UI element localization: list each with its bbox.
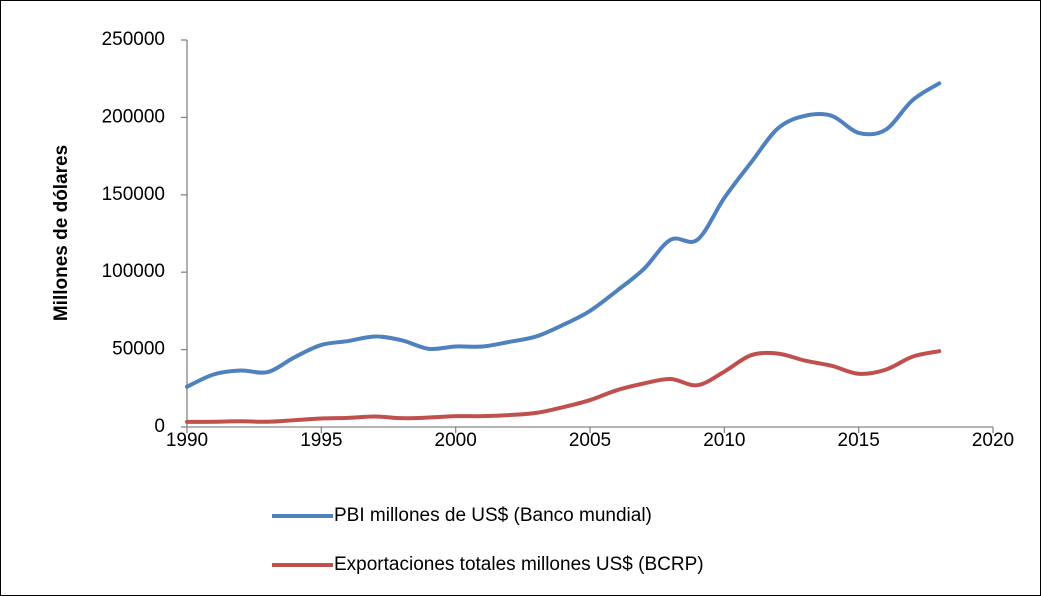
x-tick-label: 2010: [703, 430, 745, 451]
y-tick-label: 100000: [102, 261, 165, 282]
legend-label: Exportaciones totales millones US$ (BCRP…: [334, 554, 704, 575]
x-tick-label: 2020: [972, 430, 1014, 451]
y-tick-label: 50000: [112, 339, 165, 360]
legend-label: PBI millones de US$ (Banco mundial): [334, 505, 652, 526]
line-series: [185, 81, 942, 389]
x-tick-label: 1995: [300, 430, 342, 451]
y-tick-label: 150000: [102, 184, 165, 205]
x-tick-label: 2000: [435, 430, 477, 451]
x-tick-label: 1990: [166, 430, 208, 451]
y-tick-label: 0: [154, 416, 165, 437]
x-tick-label: 2015: [838, 430, 880, 451]
y-tick-label: 200000: [102, 106, 165, 127]
line-series: [185, 349, 942, 424]
x-tick-label: 2005: [569, 430, 611, 451]
y-tick-label: 250000: [102, 29, 165, 50]
y-axis-label: Millones de dólares: [51, 145, 72, 321]
